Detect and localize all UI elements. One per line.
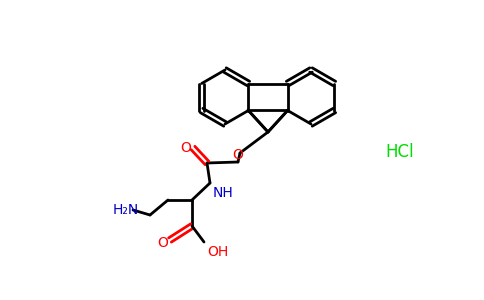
Text: H₂N: H₂N [113,203,139,217]
Text: OH: OH [207,245,228,259]
Text: O: O [233,148,243,162]
Text: HCl: HCl [385,143,414,161]
Text: NH: NH [213,186,234,200]
Text: O: O [158,236,168,250]
Text: O: O [181,141,192,155]
